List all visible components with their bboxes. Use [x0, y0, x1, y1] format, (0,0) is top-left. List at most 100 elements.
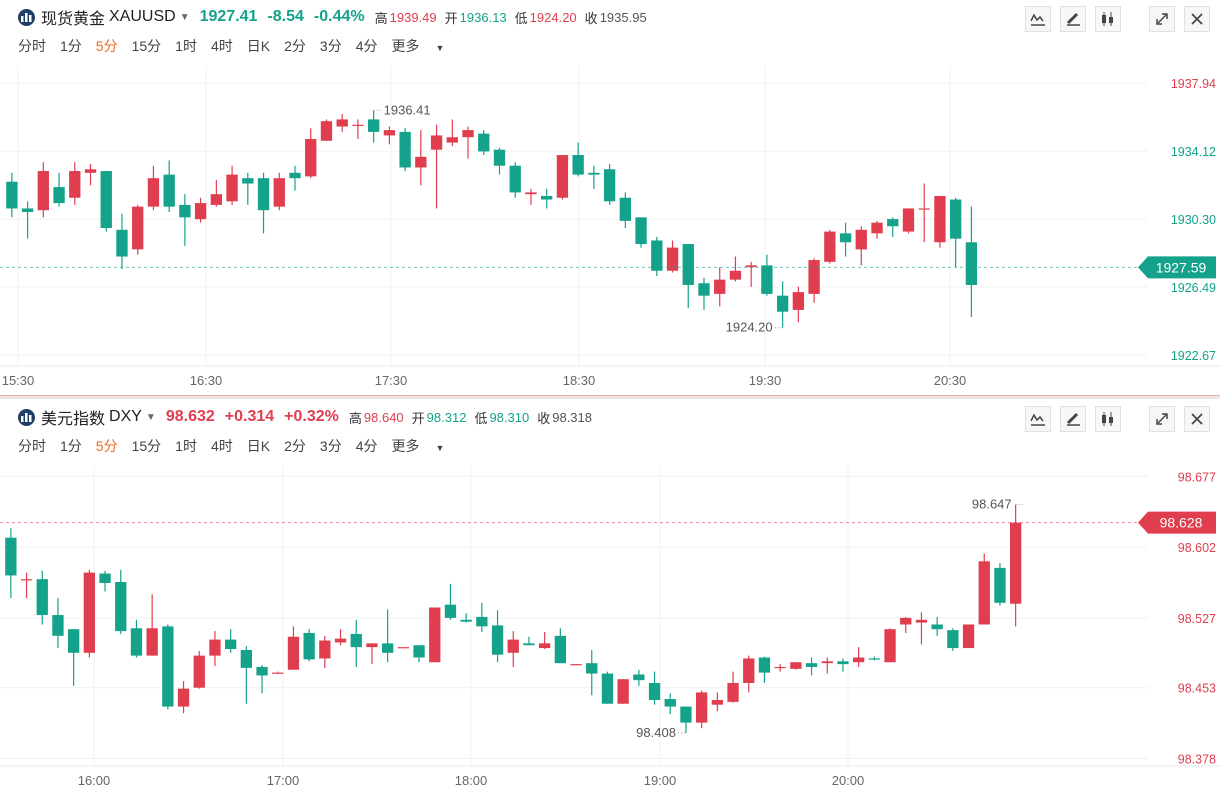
- candle-body: [83, 572, 96, 653]
- last-price: 1927.41: [199, 8, 258, 25]
- symbol-dropdown-icon[interactable]: ▼: [179, 11, 190, 23]
- dxy-panel: 美元指数 DXY ▼ 98.632 +0.314 +0.32% 高 98.640 …: [0, 400, 1220, 797]
- candle-body: [6, 181, 18, 209]
- candle-body: [177, 688, 190, 707]
- period-tab[interactable]: 分时: [18, 38, 46, 54]
- period-tab[interactable]: 4时: [210, 438, 233, 454]
- chart-toolbar: [1016, 406, 1210, 432]
- y-tick-label: 98.453: [1178, 682, 1216, 696]
- candle-body: [444, 604, 457, 618]
- period-tab[interactable]: 1时: [175, 438, 197, 454]
- x-tick-label: 16:00: [78, 773, 111, 788]
- candle-body: [194, 203, 207, 220]
- x-tick-label: 17:00: [267, 773, 300, 788]
- candle-body: [570, 664, 582, 666]
- draw-button[interactable]: [1060, 6, 1086, 32]
- period-tab[interactable]: 1分: [60, 38, 82, 54]
- period-tab[interactable]: 2分: [284, 38, 306, 54]
- low-label: 低: [474, 410, 488, 426]
- y-tick-label: 98.378: [1178, 752, 1216, 766]
- candle-body: [67, 629, 80, 653]
- candle-body: [1009, 522, 1022, 604]
- low-value: 1924.20: [529, 9, 577, 25]
- candle-body: [179, 204, 191, 218]
- candle-body: [478, 133, 490, 152]
- period-tab[interactable]: 3分: [319, 438, 342, 454]
- period-tab[interactable]: 4时: [210, 38, 233, 54]
- period-tab[interactable]: 1时: [175, 38, 197, 54]
- expand-button[interactable]: [1149, 406, 1175, 432]
- candle-type-button[interactable]: [1095, 6, 1121, 32]
- open-label: 开: [444, 10, 458, 26]
- period-tab-active[interactable]: 5分: [95, 438, 118, 454]
- candle-type-button[interactable]: [1095, 406, 1121, 432]
- expand-icon: [1156, 413, 1168, 425]
- candle-body: [651, 240, 663, 271]
- candle-body: [714, 279, 726, 294]
- last-price-tag-label: 98.628: [1160, 515, 1203, 531]
- candle-body: [523, 643, 535, 646]
- period-tab-active[interactable]: 5分: [95, 38, 118, 54]
- gold-candlestick-chart[interactable]: 15:30 16:30 17:30 18:30 19:30 20:30 1937.94 193…: [0, 66, 1220, 395]
- period-tab[interactable]: 4分: [355, 438, 378, 454]
- line-chart-button[interactable]: [1025, 406, 1051, 432]
- period-selector: 分时 1分 5分 15分 1时 4时 日K 2分 3分 4分 更多 ▼: [18, 436, 472, 456]
- period-tab[interactable]: 3分: [319, 38, 342, 54]
- candle-body: [902, 208, 915, 232]
- period-tab[interactable]: 15分: [131, 438, 162, 454]
- candle-body: [272, 672, 284, 674]
- max-price-label: 1936.41: [384, 102, 431, 117]
- candle-body: [69, 171, 81, 198]
- candle-body: [761, 265, 773, 294]
- more-periods[interactable]: 更多 ▼: [392, 36, 459, 56]
- period-tab[interactable]: 1分: [60, 438, 82, 454]
- close-button[interactable]: [1184, 406, 1210, 432]
- candle-body: [383, 130, 396, 136]
- more-periods[interactable]: 更多 ▼: [392, 436, 459, 456]
- candle-body: [666, 247, 679, 271]
- candle-body: [821, 661, 833, 664]
- instrument-name[interactable]: 现货黄金: [41, 11, 106, 28]
- candle-body: [446, 137, 458, 143]
- draw-button[interactable]: [1060, 406, 1086, 432]
- candle-body: [805, 663, 818, 667]
- instrument-symbol[interactable]: XAUUSD: [109, 8, 176, 25]
- close-label: 收: [584, 10, 598, 26]
- candle-body: [588, 172, 600, 175]
- candle-body: [776, 295, 789, 312]
- candle-body: [415, 156, 427, 168]
- candle-body: [99, 573, 111, 583]
- candle-body: [462, 130, 474, 138]
- candle-body: [633, 674, 645, 681]
- period-tab[interactable]: 4分: [355, 38, 378, 54]
- period-tab[interactable]: 日K: [246, 438, 271, 454]
- open-label: 开: [411, 410, 425, 426]
- candle-body: [273, 178, 285, 207]
- candle-body: [586, 663, 598, 674]
- period-tab[interactable]: 15分: [131, 38, 162, 54]
- candle-body: [352, 124, 364, 126]
- period-tab[interactable]: 日K: [246, 38, 271, 54]
- candle-body: [808, 260, 820, 294]
- x-tick-label: 19:00: [644, 773, 677, 788]
- period-tab[interactable]: 分时: [18, 438, 46, 454]
- candle-body: [507, 639, 519, 653]
- expand-button[interactable]: [1149, 6, 1175, 32]
- candle-body: [947, 630, 959, 649]
- close-value: 1935.95: [599, 9, 647, 25]
- candles-icon: [1102, 412, 1113, 426]
- instrument-name[interactable]: 美元指数: [41, 411, 106, 428]
- candle-body: [852, 657, 865, 663]
- close-button[interactable]: [1184, 6, 1210, 32]
- instrument-symbol[interactable]: DXY: [109, 408, 142, 425]
- candle-body: [319, 640, 331, 659]
- panel-divider[interactable]: [0, 395, 1220, 399]
- low-label: 低: [514, 10, 528, 26]
- symbol-dropdown-icon[interactable]: ▼: [145, 411, 156, 423]
- line-chart-button[interactable]: [1025, 6, 1051, 32]
- candle-body: [52, 615, 64, 636]
- candle-body: [115, 582, 127, 632]
- period-tab[interactable]: 2分: [284, 438, 306, 454]
- candle-body: [934, 195, 946, 243]
- dxy-candlestick-chart[interactable]: 16:00 17:00 18:00 19:00 20:00 98.677 98.602 98.…: [0, 466, 1220, 797]
